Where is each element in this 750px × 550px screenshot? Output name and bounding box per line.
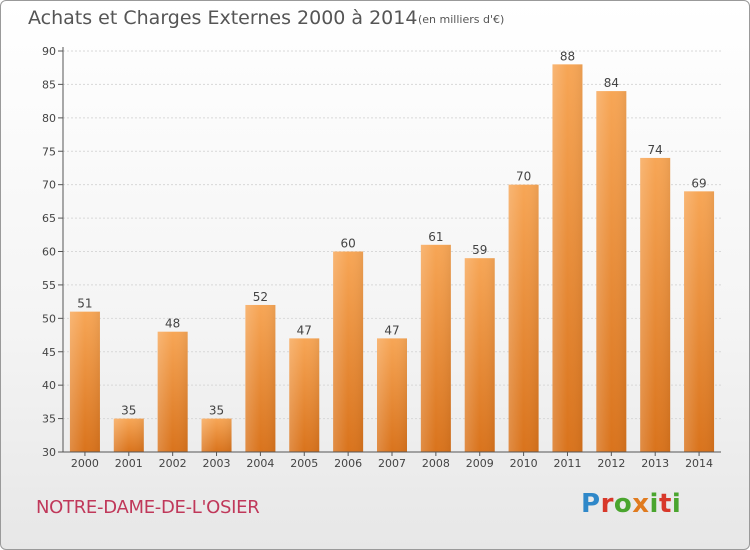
logo-letter: t (658, 489, 672, 519)
x-tick-label: 2005 (290, 457, 318, 470)
y-tick-label: 70 (42, 179, 56, 192)
y-tick-label: 90 (42, 45, 56, 58)
bar-shade (377, 338, 407, 452)
y-tick-label: 65 (42, 212, 56, 225)
bar-shade (552, 64, 583, 452)
x-tick-label: 2010 (510, 457, 538, 470)
x-tick-label: 2008 (422, 457, 450, 470)
bar-shade (201, 418, 232, 452)
x-tick-label: 2001 (115, 457, 143, 470)
bar-shade (289, 338, 320, 452)
bar-shade (113, 418, 144, 452)
x-tick-label: 2014 (685, 457, 713, 470)
bar-shade (69, 311, 100, 452)
bar-shade (333, 251, 364, 452)
data-label: 69 (691, 176, 706, 190)
data-label: 60 (340, 237, 355, 251)
x-tick-label: 2002 (159, 457, 187, 470)
bar-shade (157, 331, 188, 452)
bar-shade (508, 184, 539, 452)
logo-letter: i (649, 489, 659, 519)
y-tick-label: 55 (42, 279, 56, 292)
data-label: 48 (165, 317, 180, 331)
data-label: 52 (253, 290, 268, 304)
logo-letter: r (600, 489, 614, 519)
data-label: 35 (121, 404, 136, 418)
x-tick-label: 2013 (641, 457, 669, 470)
x-tick-label: 2006 (334, 457, 362, 470)
logo-letter: P (581, 489, 601, 519)
data-label: 61 (428, 230, 443, 244)
y-tick-label: 45 (42, 346, 56, 359)
bar-shade (420, 244, 451, 452)
x-tick-label: 2004 (246, 457, 274, 470)
y-tick-label: 30 (42, 446, 56, 459)
data-label: 35 (209, 404, 224, 418)
logo-letter: i (671, 489, 682, 519)
logo-letter: x (632, 489, 650, 519)
x-tick-label: 2011 (553, 457, 581, 470)
y-tick-label: 40 (42, 379, 56, 392)
bar-shade (245, 304, 276, 452)
bars: 51 35 48 35 52 47 60 47 61 59 70 88 84 74 69 (69, 49, 715, 452)
proxiti-logo[interactable]: Proxiti (581, 489, 681, 519)
y-tick-label: 85 (42, 78, 56, 91)
bar-shade (464, 258, 495, 452)
data-label: 74 (648, 143, 663, 157)
y-tick-label: 50 (42, 312, 56, 325)
data-label: 59 (472, 243, 487, 257)
y-tick-label: 60 (42, 246, 56, 259)
bar-shade (684, 191, 715, 452)
x-tick-label: 2009 (466, 457, 494, 470)
y-tick-label: 80 (42, 112, 56, 125)
y-tick-label: 75 (42, 145, 56, 158)
data-label: 88 (560, 49, 575, 63)
data-label: 70 (516, 170, 531, 184)
x-tick-label: 2012 (597, 457, 625, 470)
bar-shade (596, 91, 627, 452)
chart-subtitle: (en milliers d'€) (418, 13, 505, 26)
x-tick-label: 2000 (71, 457, 99, 470)
data-label: 47 (384, 323, 399, 337)
data-label: 47 (297, 323, 312, 337)
data-label: 84 (604, 76, 619, 90)
y-tick-label: 35 (42, 413, 56, 426)
logo-letter: o (613, 489, 633, 519)
place-name: NOTRE-DAME-DE-L'OSIER (36, 497, 260, 518)
bar-shade (640, 157, 671, 452)
x-tick-label: 2003 (203, 457, 231, 470)
data-label: 51 (77, 297, 92, 311)
x-tick-label: 2007 (378, 457, 406, 470)
axes: 30 35 40 45 50 55 60 65 70 75 80 85 90 2000 2001 2002 20… (42, 45, 721, 470)
chart-title: Achats et Charges Externes 2000 à 2014 (28, 7, 418, 29)
